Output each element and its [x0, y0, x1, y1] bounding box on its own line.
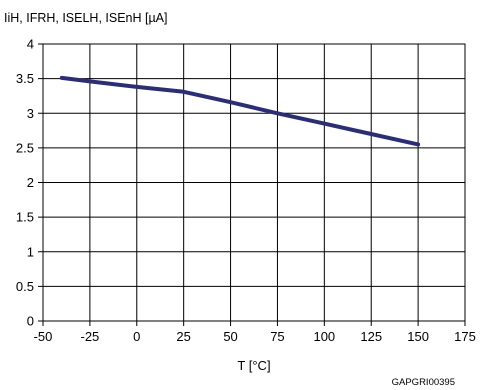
x-axis-label: T [°C]: [237, 358, 270, 373]
y-tick-label: 2.5: [16, 140, 34, 155]
x-tick-label: 100: [313, 329, 335, 344]
x-tick-label: -25: [80, 329, 99, 344]
x-tick-label: -50: [34, 329, 53, 344]
x-tick-label: 50: [223, 329, 237, 344]
x-tick-label: 0: [133, 329, 140, 344]
figure-code: GAPGRI00395: [392, 377, 455, 388]
x-tick-label: 25: [176, 329, 190, 344]
x-tick-label: 150: [407, 329, 429, 344]
series-layer: [59, 75, 421, 147]
y-tick-label: 3: [27, 106, 34, 121]
x-tick-label: 125: [360, 329, 382, 344]
y-tick-label: 1.5: [16, 210, 34, 225]
axis-ticks: -50 -25 0 25 50 75 100 125 150 175 0 0.5 1 1.5 2 2.5 3 3.…: [16, 37, 476, 345]
x-tick-label: 175: [454, 329, 476, 344]
y-tick-label: 2: [27, 175, 34, 190]
gridlines: [42, 43, 466, 322]
y-tick-label: 0: [27, 314, 34, 329]
y-axis-label: IiH, IFRH, ISELH, ISEnH [µA]: [4, 11, 168, 25]
y-tick-label: 0.5: [16, 279, 34, 294]
y-tick-label: 3.5: [16, 71, 34, 86]
series-line: [59, 75, 421, 147]
x-tick-label: 75: [270, 329, 284, 344]
y-tick-label: 1: [27, 244, 34, 259]
y-tick-label: 4: [27, 37, 34, 52]
